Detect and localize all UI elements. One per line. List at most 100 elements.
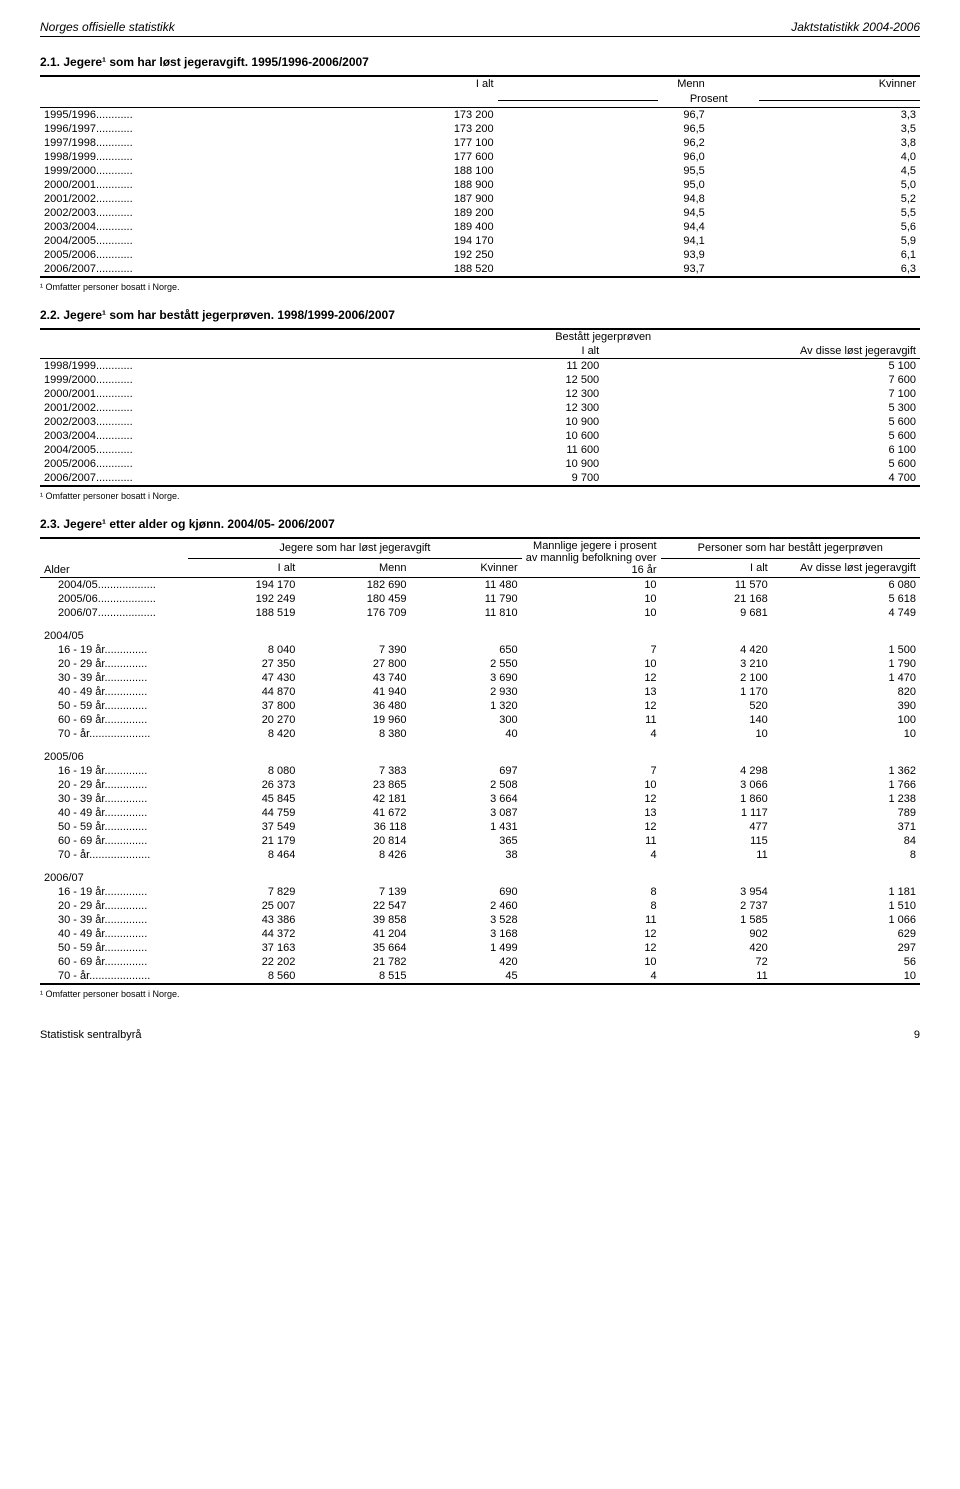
table3-col-alder: Alder xyxy=(40,538,188,578)
cell: 173 200 xyxy=(286,108,497,123)
group-header: 2005/06 xyxy=(40,741,920,764)
cell: 12 500 xyxy=(286,373,603,387)
cell: 1 766 xyxy=(772,778,920,792)
row-label: 2000/2001............ xyxy=(40,387,286,401)
cell: 11 xyxy=(661,848,772,862)
row-label: 2002/2003............ xyxy=(40,415,286,429)
cell: 95,0 xyxy=(498,178,709,192)
table-row: 2000/2001............ 12 300 7 100 xyxy=(40,387,920,401)
cell: 37 163 xyxy=(188,941,299,955)
row-label: 16 - 19 år.............. xyxy=(40,885,188,899)
table-row: 1996/1997............ 173 200 96,5 3,5 xyxy=(40,122,920,136)
cell: 4 xyxy=(522,727,661,741)
cell: 47 430 xyxy=(188,671,299,685)
group-label: 2006/07 xyxy=(40,862,920,885)
table-row: 2004/2005............ 11 600 6 100 xyxy=(40,443,920,457)
cell: 11 xyxy=(522,913,661,927)
cell: 7 600 xyxy=(603,373,920,387)
cell: 12 300 xyxy=(286,387,603,401)
cell: 5 600 xyxy=(603,415,920,429)
cell: 42 181 xyxy=(299,792,410,806)
cell: 189 200 xyxy=(286,206,497,220)
cell: 189 400 xyxy=(286,220,497,234)
table-row: 2006/2007............ 9 700 4 700 xyxy=(40,471,920,486)
cell: 390 xyxy=(772,699,920,713)
row-label: 2005/2006............ xyxy=(40,457,286,471)
cell: 35 664 xyxy=(299,941,410,955)
cell: 3 210 xyxy=(661,657,772,671)
cell: 36 480 xyxy=(299,699,410,713)
table-row: 16 - 19 år..............8 0407 39065074 … xyxy=(40,643,920,657)
cell: 45 845 xyxy=(188,792,299,806)
cell: 8 380 xyxy=(299,727,410,741)
footer-right: 9 xyxy=(914,1029,920,1041)
table-row: 1998/1999............ 177 600 96,0 4,0 xyxy=(40,150,920,164)
cell: 7 xyxy=(522,643,661,657)
row-label: 50 - 59 år.............. xyxy=(40,699,188,713)
table-row: 16 - 19 år..............8 0807 38369774 … xyxy=(40,764,920,778)
row-label: 2001/2002............ xyxy=(40,192,286,206)
row-label: 2003/2004............ xyxy=(40,429,286,443)
cell: 300 xyxy=(410,713,521,727)
row-label: 2000/2001............ xyxy=(40,178,286,192)
cell: 23 865 xyxy=(299,778,410,792)
cell: 4,0 xyxy=(709,150,920,164)
row-label: 2004/2005............ xyxy=(40,443,286,457)
table1: I alt Menn Kvinner Prosent 1995/1996....… xyxy=(40,75,920,278)
cell: 6 080 xyxy=(772,578,920,593)
cell: 12 xyxy=(522,941,661,955)
page-header: Norges offisielle statistikk Jaktstatist… xyxy=(40,20,920,37)
table1-title: 2.1. Jegere¹ som har løst jegeravgift. 1… xyxy=(40,55,920,69)
cell: 3 168 xyxy=(410,927,521,941)
row-label: 40 - 49 år.............. xyxy=(40,685,188,699)
cell: 365 xyxy=(410,834,521,848)
cell: 2 930 xyxy=(410,685,521,699)
cell: 13 xyxy=(522,806,661,820)
cell: 5,6 xyxy=(709,220,920,234)
cell: 10 xyxy=(522,592,661,606)
cell: 7 390 xyxy=(299,643,410,657)
cell: 7 829 xyxy=(188,885,299,899)
table3-group2: Mannlige jegere i prosent av mannlig bef… xyxy=(522,538,661,578)
cell: 44 759 xyxy=(188,806,299,820)
row-label: 1998/1999............ xyxy=(40,150,286,164)
cell: 1 470 xyxy=(772,671,920,685)
table1-header-ialt: I alt xyxy=(286,76,497,91)
cell: 8 xyxy=(522,885,661,899)
cell: 629 xyxy=(772,927,920,941)
table-row: 2005/2006............ 10 900 5 600 xyxy=(40,457,920,471)
table-row: 40 - 49 år..............44 75941 6723 08… xyxy=(40,806,920,820)
cell: 41 940 xyxy=(299,685,410,699)
cell: 5,5 xyxy=(709,206,920,220)
table2-superheader: Bestått jegerprøven xyxy=(286,329,920,344)
cell: 36 118 xyxy=(299,820,410,834)
cell: 4 420 xyxy=(661,643,772,657)
cell: 37 800 xyxy=(188,699,299,713)
table-row: 20 - 29 år..............26 37323 8652 50… xyxy=(40,778,920,792)
cell: 1 181 xyxy=(772,885,920,899)
cell: 1 117 xyxy=(661,806,772,820)
cell: 44 870 xyxy=(188,685,299,699)
cell: 2 737 xyxy=(661,899,772,913)
cell: 1 320 xyxy=(410,699,521,713)
cell: 1 585 xyxy=(661,913,772,927)
row-label: 2006/2007............ xyxy=(40,262,286,277)
cell: 188 100 xyxy=(286,164,497,178)
row-label: 60 - 69 år.............. xyxy=(40,713,188,727)
cell: 10 900 xyxy=(286,457,603,471)
cell: 8 515 xyxy=(299,969,410,984)
table-row: 2001/2002............ 187 900 94,8 5,2 xyxy=(40,192,920,206)
cell: 7 xyxy=(522,764,661,778)
table1-legend: Prosent xyxy=(498,93,920,107)
table3-sub-avdisse: Av disse løst jegeravgift xyxy=(772,558,920,577)
cell: 4 298 xyxy=(661,764,772,778)
table-row: 2000/2001............ 188 900 95,0 5,0 xyxy=(40,178,920,192)
cell: 11 xyxy=(661,969,772,984)
row-label: 60 - 69 år.............. xyxy=(40,834,188,848)
row-label: 2005/06................... xyxy=(40,592,188,606)
cell: 43 386 xyxy=(188,913,299,927)
cell: 192 249 xyxy=(188,592,299,606)
cell: 27 350 xyxy=(188,657,299,671)
cell: 96,5 xyxy=(498,122,709,136)
cell: 20 814 xyxy=(299,834,410,848)
